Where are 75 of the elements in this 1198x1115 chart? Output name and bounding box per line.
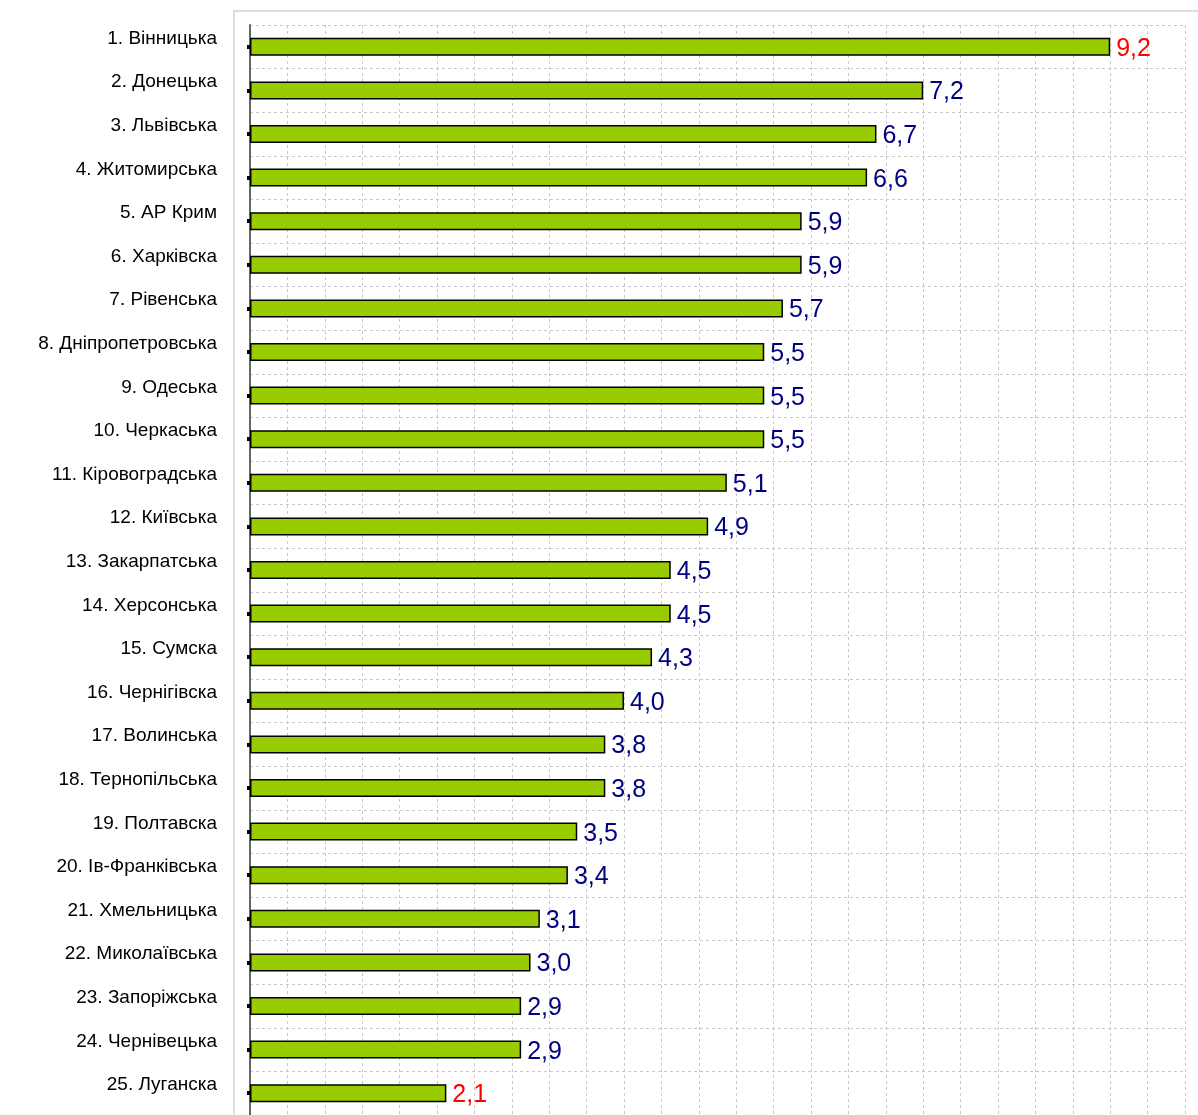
- y-tick-label: 19. Полтавска: [92, 811, 218, 833]
- bar: [250, 343, 765, 361]
- bar: [250, 779, 606, 797]
- bar: [250, 168, 868, 187]
- data-label: 5,9: [807, 207, 843, 236]
- data-label: 5,5: [770, 338, 806, 366]
- bar: [250, 648, 653, 667]
- data-label: 3,5: [583, 817, 619, 846]
- y-tick-label: 25. Луганска: [106, 1073, 218, 1095]
- data-label: 3,8: [611, 730, 647, 759]
- y-tick-label: 16. Чернігівска: [86, 680, 218, 702]
- bar: [250, 81, 924, 100]
- bar: [250, 953, 531, 972]
- bar: [250, 125, 877, 143]
- y-tick-label: 21. Хмельницька: [67, 898, 218, 920]
- y-tick-label: 6. Харківска: [110, 244, 218, 266]
- y-tick-label: 10. Черкаська: [93, 419, 218, 441]
- bar: [250, 561, 671, 579]
- y-tick-label: 8. Дніпропетровська: [38, 332, 218, 353]
- bar: [250, 299, 783, 318]
- bar: [250, 822, 578, 841]
- data-label: 9,2: [1116, 32, 1151, 61]
- y-tick-label: 3. Львівська: [110, 114, 218, 135]
- data-label: 2,9: [527, 1035, 562, 1064]
- bar: [250, 37, 1111, 56]
- data-label: 4,5: [676, 556, 712, 584]
- data-label: 4,3: [658, 643, 693, 672]
- bar: [250, 386, 765, 405]
- bar: [250, 735, 606, 754]
- data-label: 4,5: [676, 599, 712, 628]
- data-label: 6,6: [873, 163, 908, 192]
- data-label: 2,9: [527, 992, 562, 1020]
- bar: [250, 604, 671, 623]
- bar: [250, 1084, 447, 1103]
- bar: [250, 255, 802, 274]
- bar: [250, 212, 802, 231]
- y-tick-label: 18. Тернопільська: [58, 768, 218, 789]
- bar: [250, 866, 568, 885]
- y-tick-label: 13. Закарпатська: [65, 550, 218, 571]
- y-tick-label: 17. Волинська: [91, 724, 218, 746]
- y-tick-label: 14. Херсонська: [82, 593, 218, 615]
- bar: [250, 997, 522, 1015]
- y-tick-label: 15. Сумска: [120, 637, 218, 659]
- y-tick-label: 22. Миколаївська: [64, 942, 218, 964]
- bar: [250, 517, 709, 536]
- data-label: 3,1: [545, 904, 581, 933]
- bar: [250, 430, 765, 449]
- bar: [250, 691, 624, 710]
- data-label: 4,9: [714, 512, 749, 541]
- data-label: 2,1: [452, 1079, 488, 1108]
- bar: [250, 473, 727, 492]
- y-tick-label: 11. Кіровоградська: [52, 462, 218, 484]
- data-label: 5,7: [788, 294, 824, 323]
- data-label: 5,9: [807, 250, 843, 279]
- y-tick-label: 9. Одеська: [121, 375, 218, 397]
- data-label: 5,5: [770, 425, 806, 454]
- data-label: 5,5: [770, 381, 806, 410]
- bar: [250, 1040, 522, 1059]
- data-label: 7,2: [929, 76, 964, 105]
- y-tick-label: 20. Ів-Франківська: [56, 855, 218, 877]
- data-label: 6,7: [882, 120, 918, 148]
- y-tick-label: 12. Київська: [109, 506, 218, 528]
- y-tick-label: 1. Вінницька: [107, 26, 218, 48]
- data-label: 3,8: [611, 774, 647, 802]
- data-label: 5,1: [732, 468, 768, 497]
- y-tick-label: 4. Житомирська: [75, 157, 218, 179]
- data-label: 3,4: [573, 861, 609, 890]
- data-label: 3,0: [536, 948, 572, 977]
- y-tick-label: 23. Запоріжська: [76, 986, 218, 1007]
- bar: [250, 909, 540, 928]
- y-tick-label: 24. Чернівецька: [76, 1029, 218, 1051]
- y-tick-label: 2. Донецька: [111, 70, 218, 92]
- y-tick-label: 7. Рівенська: [109, 288, 218, 310]
- y-tick-label: 5. АР Крим: [119, 201, 217, 223]
- data-label: 4,0: [630, 686, 665, 715]
